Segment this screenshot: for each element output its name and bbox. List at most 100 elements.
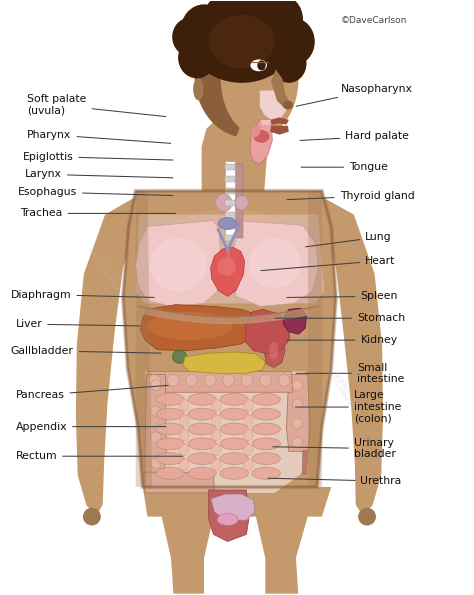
Ellipse shape [150,238,206,292]
Polygon shape [270,126,289,134]
Polygon shape [183,352,265,373]
Ellipse shape [254,130,269,142]
Text: Small
intestine: Small intestine [296,362,404,384]
Text: SCIENCE
PHOTO LIBRARY: SCIENCE PHOTO LIBRARY [86,245,124,292]
Circle shape [158,278,170,293]
Polygon shape [261,120,271,126]
Ellipse shape [218,218,237,230]
Ellipse shape [211,429,221,441]
Ellipse shape [292,380,302,390]
Ellipse shape [180,429,189,441]
Ellipse shape [244,444,253,456]
Ellipse shape [167,374,179,386]
Text: Larynx: Larynx [25,170,173,179]
Ellipse shape [252,393,280,405]
Ellipse shape [258,251,310,299]
Polygon shape [210,247,245,296]
Ellipse shape [188,468,216,480]
Circle shape [288,276,299,290]
Text: Epiglottis: Epiglottis [23,152,173,162]
Ellipse shape [283,101,293,109]
Ellipse shape [189,0,295,83]
Text: Soft palate
(uvula): Soft palate (uvula) [27,94,166,117]
Ellipse shape [159,209,300,292]
Text: Nasopharynx: Nasopharynx [296,84,412,107]
Polygon shape [225,161,235,238]
Ellipse shape [151,432,161,443]
Ellipse shape [212,12,285,68]
Polygon shape [123,191,336,487]
Polygon shape [264,336,285,367]
Ellipse shape [220,438,248,450]
Polygon shape [76,197,138,516]
Polygon shape [145,472,214,493]
Ellipse shape [147,312,232,340]
Ellipse shape [252,423,280,435]
Ellipse shape [180,414,189,426]
Text: Spleen: Spleen [287,292,398,301]
Text: Stomach: Stomach [275,313,405,323]
Ellipse shape [235,195,248,210]
Ellipse shape [151,458,161,469]
Ellipse shape [188,423,216,435]
Ellipse shape [273,18,315,65]
Text: Urinary
bladder: Urinary bladder [273,438,396,459]
Text: Pancreas: Pancreas [16,386,168,400]
Ellipse shape [223,374,235,386]
Polygon shape [232,221,318,306]
Polygon shape [140,305,260,351]
Polygon shape [251,126,261,137]
Text: Heart: Heart [261,256,395,271]
Polygon shape [147,371,292,392]
Ellipse shape [278,374,290,386]
Text: Urethra: Urethra [268,476,401,486]
Ellipse shape [180,444,189,456]
Ellipse shape [156,453,184,465]
Ellipse shape [292,399,302,409]
Polygon shape [201,117,268,191]
Polygon shape [136,221,220,306]
Ellipse shape [180,459,189,471]
Ellipse shape [292,437,302,448]
Ellipse shape [156,438,184,450]
Polygon shape [308,191,322,487]
Ellipse shape [252,408,280,420]
Text: Kidney: Kidney [287,335,398,345]
Polygon shape [321,197,383,516]
Ellipse shape [188,453,216,465]
Ellipse shape [178,37,216,79]
Text: Appendix: Appendix [16,422,166,431]
Ellipse shape [252,468,280,480]
Polygon shape [143,487,331,594]
Ellipse shape [156,423,184,435]
Text: Rectum: Rectum [16,451,182,461]
Ellipse shape [244,399,253,411]
Polygon shape [145,374,166,475]
Ellipse shape [217,258,236,275]
Ellipse shape [269,342,278,360]
Ellipse shape [220,408,248,420]
Ellipse shape [173,351,286,458]
Text: ©DaveCarlson: ©DaveCarlson [341,16,407,25]
Ellipse shape [358,508,376,525]
Ellipse shape [188,438,216,450]
Ellipse shape [195,13,298,137]
Polygon shape [136,215,324,303]
Polygon shape [270,117,289,124]
Ellipse shape [292,418,302,429]
Text: Esophagus: Esophagus [18,187,173,197]
Ellipse shape [83,508,101,525]
Ellipse shape [181,4,228,58]
Polygon shape [302,450,308,474]
Ellipse shape [261,0,303,43]
Text: Pharynx: Pharynx [27,130,171,143]
Ellipse shape [216,194,232,212]
Text: Trachea: Trachea [20,208,175,218]
Ellipse shape [204,374,216,386]
Ellipse shape [173,350,187,363]
Ellipse shape [257,60,266,70]
Ellipse shape [220,423,248,435]
Ellipse shape [151,406,161,416]
Text: Liver: Liver [16,319,140,329]
Ellipse shape [220,393,248,405]
